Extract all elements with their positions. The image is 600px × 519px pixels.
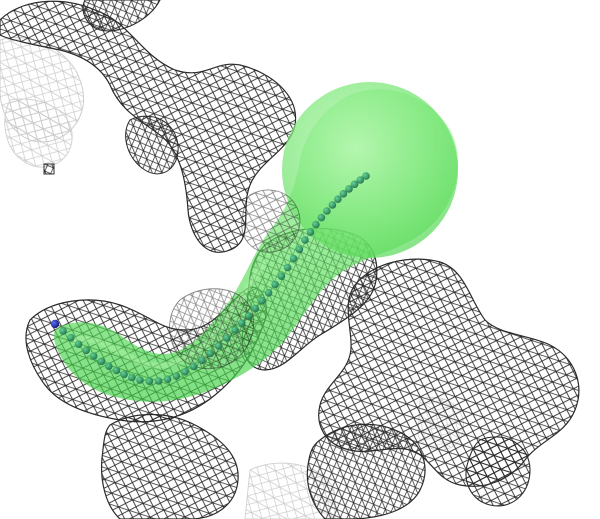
centerline-sphere: [154, 377, 163, 385]
centerline-sphere: [97, 357, 106, 366]
centerline-sphere: [350, 180, 359, 189]
centerline-sphere: [312, 220, 320, 229]
centerline-sphere: [323, 207, 331, 215]
wireframe-overlay: [169, 189, 301, 370]
centerline-sphere: [223, 334, 231, 342]
centerline-sphere: [163, 375, 172, 384]
small-crosshatch-marker-icon: [43, 163, 55, 175]
centerline-sphere: [74, 340, 83, 349]
centerline-sphere: [145, 377, 154, 386]
centerline-sphere: [105, 362, 113, 371]
centerline-sphere: [362, 172, 370, 180]
centerline-sphere: [289, 254, 298, 263]
centerline-sphere: [198, 356, 206, 365]
centerline-sphere: [251, 304, 260, 313]
centerline-sphere: [244, 312, 253, 320]
centerline-sphere: [128, 373, 136, 382]
centerline-sphere: [334, 195, 342, 203]
centerline-start-sphere: [50, 319, 60, 329]
centerline-sphere: [345, 185, 353, 193]
tunnel-centerline: [50, 172, 370, 386]
centerline-sphere: [181, 368, 189, 376]
centerline-sphere: [271, 280, 279, 289]
centerline-sphere: [206, 349, 215, 358]
centerline-sphere: [189, 362, 198, 371]
centerline-sphere: [283, 263, 292, 272]
centerline-sphere: [356, 176, 365, 184]
centerline-sphere: [120, 370, 128, 379]
centerline-sphere: [82, 346, 90, 355]
centerline-sphere: [231, 326, 239, 334]
centerline-sphere: [328, 201, 337, 209]
centerline-sphere: [264, 289, 273, 297]
centerline-sphere: [258, 296, 266, 305]
centerline-sphere: [112, 366, 121, 375]
centerline-sphere: [317, 213, 326, 222]
centerline-sphere: [238, 319, 246, 327]
centerline-sphere: [67, 333, 75, 342]
centerline-sphere: [136, 376, 144, 384]
centerline-sphere: [89, 352, 98, 360]
centerline-sphere: [301, 236, 309, 244]
centerline-sphere: [214, 342, 223, 350]
centerline-sphere: [277, 272, 286, 281]
centerline-sphere: [339, 190, 348, 198]
centerline-sphere: [172, 372, 181, 380]
centerline-sphere: [59, 327, 67, 335]
centerline-sphere: [306, 228, 315, 236]
centerline-sphere: [295, 245, 304, 254]
